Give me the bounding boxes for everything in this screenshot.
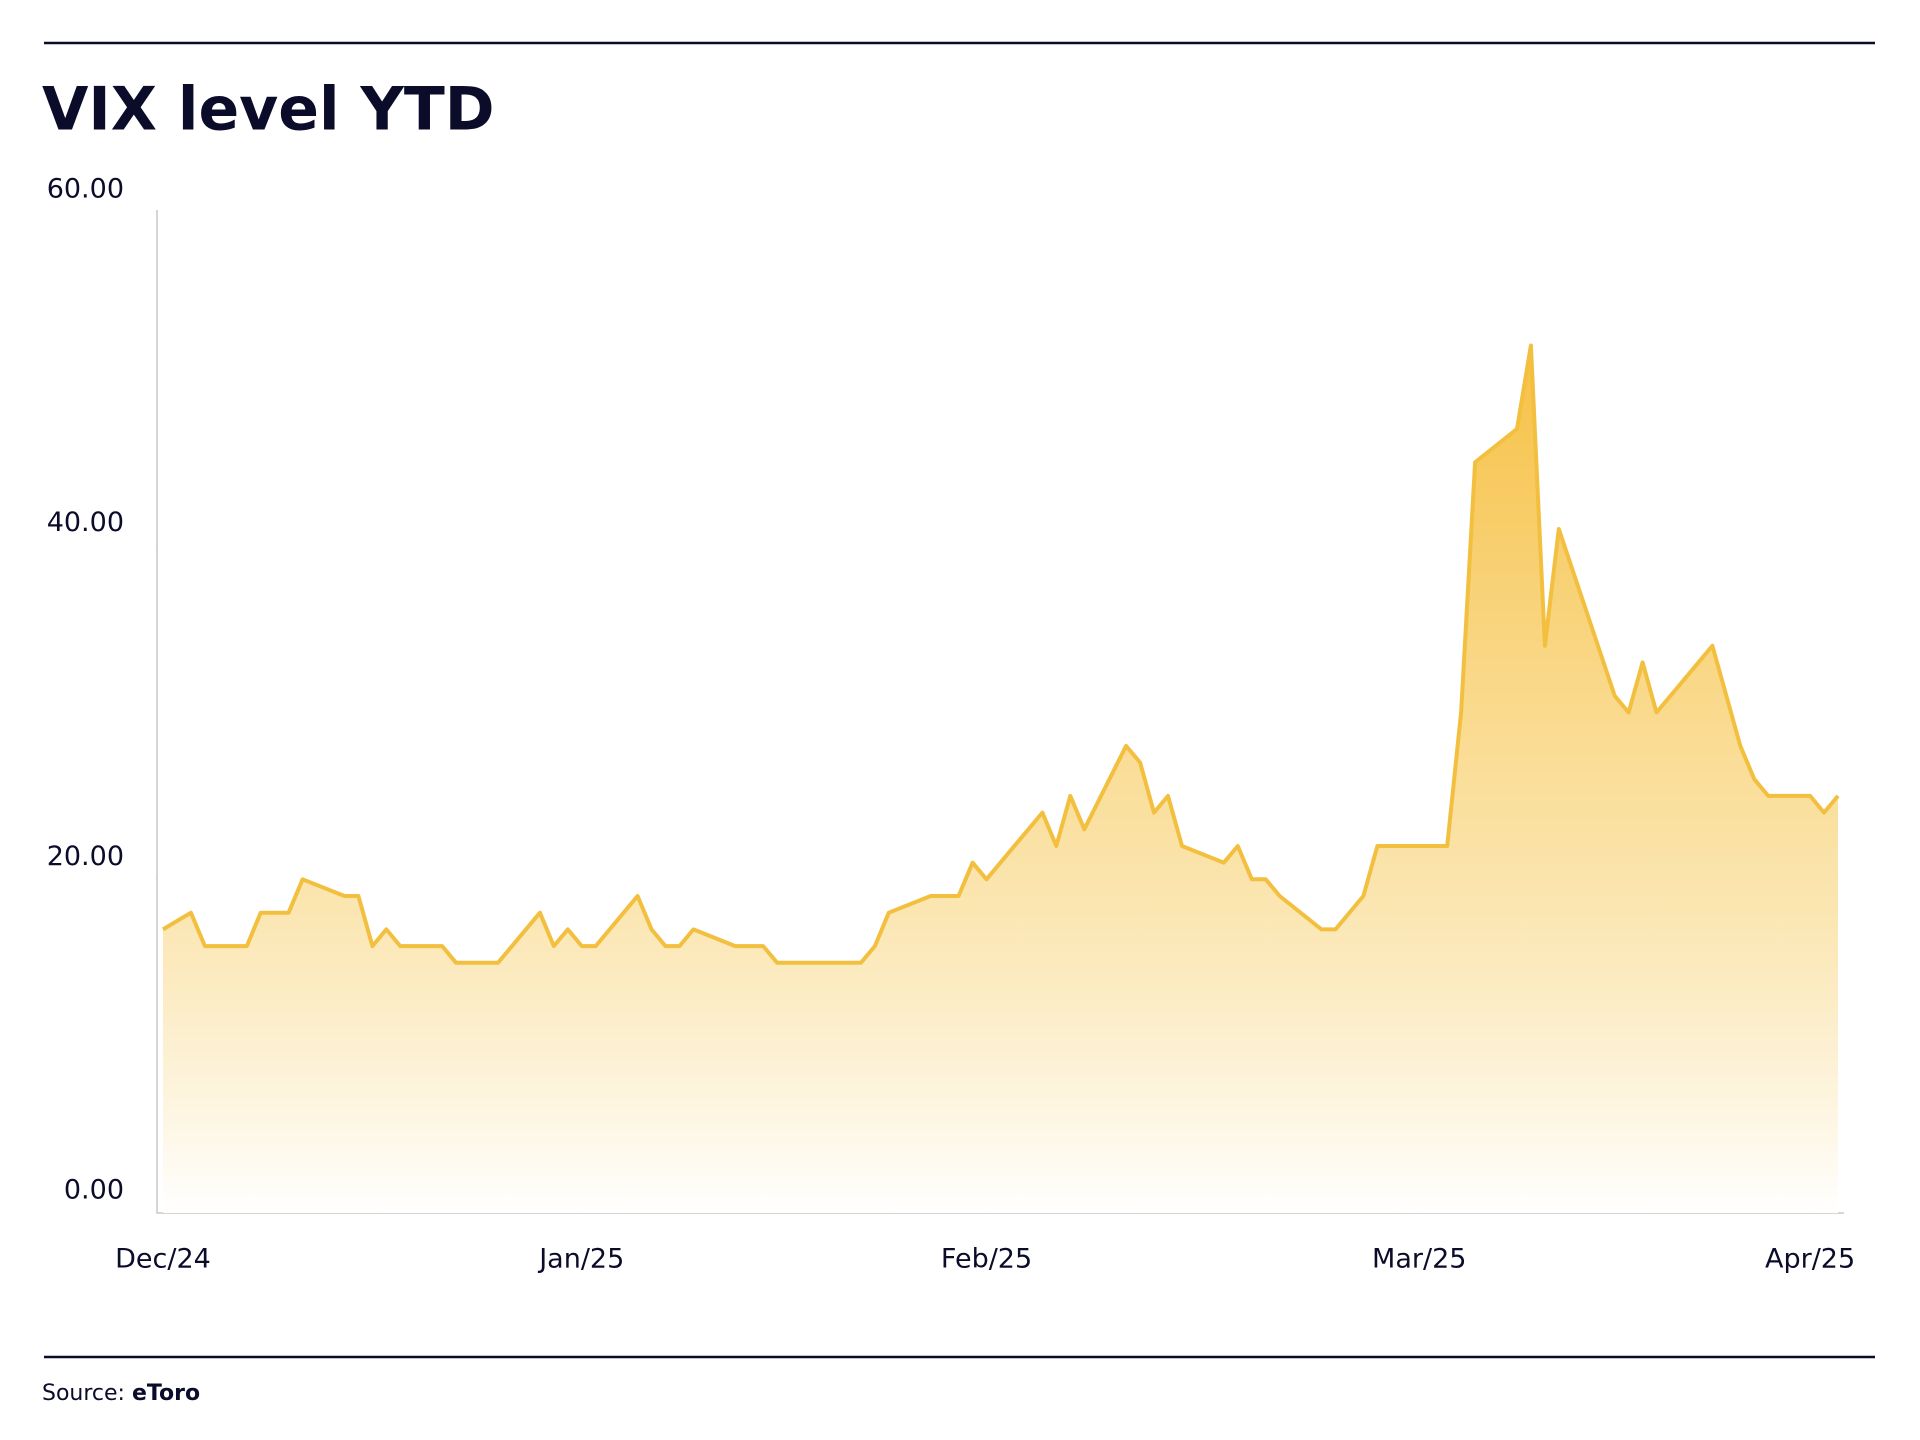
x-tick-label: Feb/25 — [941, 1244, 1032, 1275]
x-tick-label: Apr/25 — [1765, 1244, 1855, 1275]
y-tick-label: 60.00 — [47, 174, 124, 205]
y-tick-label: 0.00 — [64, 1175, 124, 1206]
line — [161, 343, 1840, 965]
x-tick-label: Jan/25 — [537, 1244, 624, 1275]
source-name: eToro — [132, 1381, 200, 1406]
x-tick-label: Dec/24 — [115, 1244, 211, 1275]
source: Source: eToro — [42, 1381, 200, 1406]
area — [163, 345, 1838, 1213]
y-tick-label: 40.00 — [47, 507, 124, 538]
source-label: Source: — [42, 1381, 125, 1406]
chart-title: VIX level YTD — [42, 75, 495, 145]
y-tick-label: 20.00 — [47, 841, 124, 872]
x-tick-label: Mar/25 — [1372, 1244, 1466, 1275]
